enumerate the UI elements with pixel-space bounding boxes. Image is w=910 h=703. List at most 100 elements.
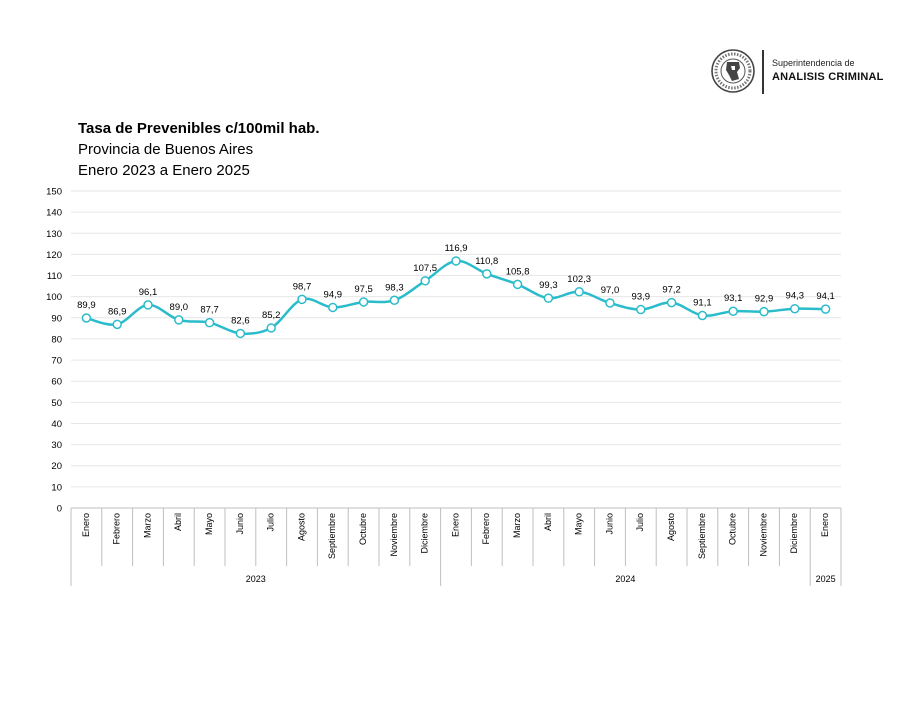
data-label: 92,9 <box>755 294 774 305</box>
seal-icon <box>711 49 755 93</box>
x-group-label: 2024 <box>615 574 635 584</box>
data-point <box>482 269 492 279</box>
data-label: 89,0 <box>170 302 189 313</box>
x-tick-label: Diciembre <box>789 513 799 554</box>
y-tick-label: 120 <box>46 250 62 261</box>
x-tick-label: Abril <box>543 513 553 531</box>
x-tick-label: Mayo <box>204 513 214 535</box>
x-group-label: 2023 <box>246 574 266 584</box>
x-tick-label: Enero <box>81 513 91 537</box>
x-tick-label: Marzo <box>142 513 152 538</box>
x-tick-label: Febrero <box>481 513 491 545</box>
org-name-line2: ANALISIS CRIMINAL <box>772 71 884 83</box>
x-tick-label: Noviembre <box>389 513 399 557</box>
x-tick-label: Octubre <box>728 513 738 545</box>
y-tick-label: 150 <box>46 187 62 198</box>
data-label: 94,1 <box>816 291 835 302</box>
x-group-label: 2025 <box>816 574 836 584</box>
data-label: 87,7 <box>200 305 219 316</box>
x-tick-label: Octubre <box>358 513 368 545</box>
data-point <box>266 323 276 333</box>
data-point <box>636 304 646 315</box>
y-tick-label: 60 <box>51 377 62 388</box>
x-tick-label: Febrero <box>112 513 122 545</box>
data-point <box>81 313 92 323</box>
data-label: 93,1 <box>724 293 743 304</box>
y-tick-label: 140 <box>46 208 62 219</box>
data-point <box>790 303 800 314</box>
data-label: 85,2 <box>262 310 281 321</box>
x-tick-label: Julio <box>635 513 645 532</box>
data-point <box>358 297 369 307</box>
org-logo: Superintendencia de ANALISIS CRIMINAL <box>710 48 890 98</box>
data-point <box>174 315 184 325</box>
data-label: 99,3 <box>539 280 558 291</box>
data-point <box>543 293 554 303</box>
chart-title: Tasa de Prevenibles c/100mil hab. <box>78 120 320 137</box>
data-point <box>728 306 738 316</box>
data-label: 107,5 <box>413 263 437 274</box>
y-tick-label: 0 <box>57 504 62 515</box>
data-point <box>297 294 307 305</box>
x-tick-label: Noviembre <box>758 513 768 557</box>
data-label: 86,9 <box>108 306 127 317</box>
data-label: 91,1 <box>693 297 712 308</box>
data-label: 96,1 <box>139 287 158 298</box>
y-tick-label: 110 <box>47 271 62 282</box>
x-tick-label: Marzo <box>512 513 522 538</box>
chart-subtitle-period: Enero 2023 a Enero 2025 <box>78 162 250 179</box>
logo-separator <box>762 50 764 94</box>
data-label: 94,3 <box>786 291 805 302</box>
x-tick-label: Mayo <box>574 513 584 535</box>
data-label: 93,9 <box>632 292 651 303</box>
series-line <box>86 259 826 335</box>
org-name-line1: Superintendencia de <box>772 58 855 68</box>
data-point <box>451 256 461 266</box>
y-tick-label: 10 <box>51 482 62 493</box>
x-tick-label: Agosto <box>666 513 676 541</box>
y-tick-label: 100 <box>46 292 62 303</box>
x-tick-label: Junio <box>604 513 614 535</box>
data-label: 94,9 <box>324 289 343 300</box>
y-tick-label: 30 <box>51 440 62 451</box>
data-point <box>666 297 677 308</box>
data-point <box>574 287 584 297</box>
data-point <box>697 310 708 321</box>
data-point <box>112 319 122 330</box>
data-point <box>512 279 523 290</box>
x-tick-label: Julio <box>266 513 276 532</box>
x-tick-label: Agosto <box>296 513 306 541</box>
x-tick-label: Enero <box>450 513 460 537</box>
x-tick-label: Septiembre <box>697 513 707 559</box>
data-point <box>235 328 246 339</box>
chart-subtitle-region: Provincia de Buenos Aires <box>78 141 254 158</box>
data-label: 82,6 <box>231 315 250 326</box>
y-tick-label: 20 <box>51 461 62 472</box>
data-point <box>759 306 769 317</box>
data-label: 105,8 <box>506 266 530 277</box>
x-tick-label: Enero <box>820 513 830 537</box>
data-point <box>820 304 831 314</box>
data-point <box>328 302 338 313</box>
x-tick-label: Abril <box>173 513 183 531</box>
x-tick-label: Septiembre <box>327 513 337 559</box>
data-point <box>143 300 153 310</box>
data-label: 98,7 <box>293 281 312 292</box>
y-tick-label: 90 <box>51 313 62 324</box>
chart-titles: Tasa de Prevenibles c/100mil hab. Provin… <box>78 118 320 181</box>
y-tick-label: 70 <box>51 356 62 367</box>
data-point <box>389 295 400 306</box>
y-tick-label: 50 <box>51 398 62 409</box>
data-label: 89,9 <box>77 300 96 311</box>
data-label: 97,5 <box>354 284 373 295</box>
y-tick-label: 80 <box>51 334 62 345</box>
data-label: 110,8 <box>475 256 498 267</box>
y-tick-label: 130 <box>46 229 62 240</box>
data-label: 97,0 <box>601 285 620 296</box>
x-tick-label: Diciembre <box>420 513 430 554</box>
data-label: 97,2 <box>662 285 681 296</box>
data-label: 98,3 <box>385 282 404 293</box>
y-tick-label: 40 <box>51 419 62 430</box>
data-point <box>605 298 615 308</box>
